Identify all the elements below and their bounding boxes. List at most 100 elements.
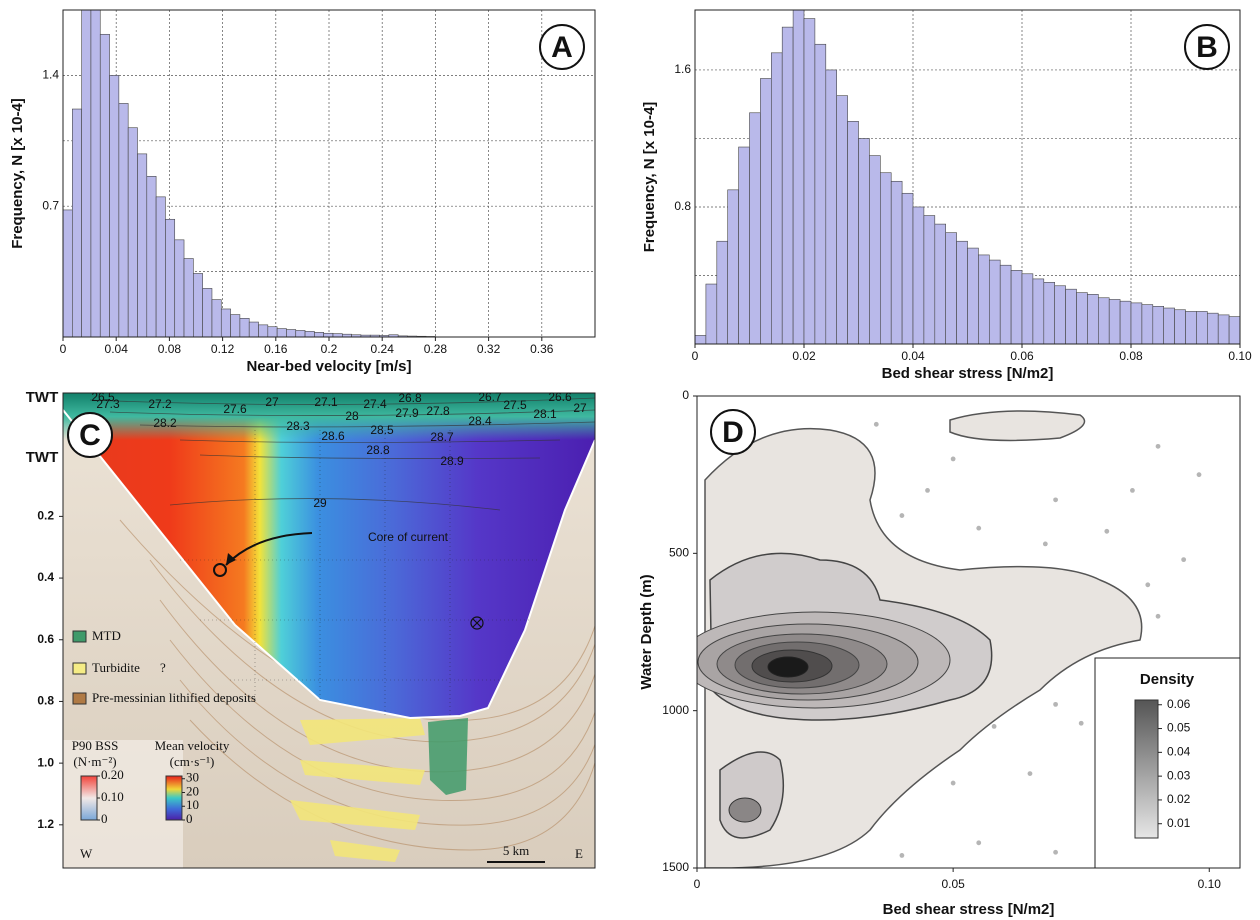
scale-bar-label: 5 km <box>503 843 529 858</box>
contour-label: 27 <box>573 401 587 415</box>
bar <box>99 33 110 338</box>
point <box>950 456 956 462</box>
panel-label: B <box>1196 31 1218 64</box>
point <box>1053 701 1058 707</box>
bar <box>988 259 1001 345</box>
section-image <box>63 393 595 868</box>
bar <box>1163 307 1175 345</box>
legend-note: ? <box>160 660 166 675</box>
point <box>899 853 905 858</box>
panel-label-circle <box>1184 24 1230 70</box>
x-tick-label: 0.10 <box>1198 877 1222 891</box>
bar <box>72 108 82 338</box>
point <box>1155 613 1161 619</box>
bar <box>978 254 990 345</box>
bar <box>1217 314 1230 345</box>
bar <box>901 192 914 345</box>
x-tick-label: 0.24 <box>371 342 395 356</box>
panel-label: A <box>551 31 573 64</box>
bar <box>890 180 903 345</box>
y-tick-label: 0.2 <box>37 509 54 523</box>
x-tick-label: 0.02 <box>792 349 816 363</box>
bar <box>869 155 881 345</box>
axis-title: TWT <box>26 389 58 406</box>
colorbar-unit: (cm·s⁻¹) <box>170 754 215 769</box>
panel-label: D <box>722 416 744 449</box>
bar <box>137 153 148 338</box>
legend-label: Turbidite <box>92 660 140 675</box>
colorbar-box <box>1094 657 1241 869</box>
y-tick-label: 1500 <box>662 860 689 874</box>
bar <box>1010 270 1023 345</box>
colorbar-tick-label: 0.06 <box>1167 697 1191 711</box>
bar <box>109 75 120 338</box>
bar <box>202 288 213 338</box>
bar <box>183 258 194 338</box>
contour-label: 27.2 <box>148 397 172 411</box>
colorbar-tick-label: 0.03 <box>1167 768 1191 782</box>
y-tick-label: 1000 <box>662 703 689 717</box>
contour-label: 27 <box>265 395 279 409</box>
x-tick-label: 0.32 <box>477 342 501 356</box>
x-axis-title: Near-bed velocity [m/s] <box>246 358 411 375</box>
contour-label: 27.4 <box>363 397 387 411</box>
bar <box>956 240 968 345</box>
bar <box>1043 282 1056 345</box>
y-tick-label: 1.2 <box>37 817 54 831</box>
colorbar <box>165 775 183 821</box>
legend-swatch <box>72 630 87 643</box>
colorbar <box>80 775 98 821</box>
bar <box>825 69 837 345</box>
point <box>1155 443 1161 449</box>
point <box>1196 472 1202 478</box>
point <box>873 421 879 427</box>
panel-frame <box>62 392 596 869</box>
point <box>950 780 956 786</box>
bar <box>1098 297 1110 345</box>
contour-label: 27.6 <box>223 402 247 416</box>
contour-label: 26.8 <box>398 391 422 405</box>
bar <box>1185 311 1197 345</box>
bar <box>749 112 761 345</box>
bar <box>239 318 250 338</box>
legend-swatch <box>72 662 87 675</box>
bar <box>1021 273 1034 345</box>
contour-label: 28.4 <box>468 414 492 428</box>
bar <box>1130 302 1143 345</box>
bar <box>174 239 185 338</box>
y-tick-label: 0.6 <box>37 632 54 646</box>
bar <box>248 321 259 338</box>
contour-label: 28.5 <box>370 423 394 437</box>
bar <box>276 328 287 338</box>
colorbar-tick-label: 10 <box>186 797 199 812</box>
colorbar-tick-label: 0.04 <box>1167 745 1191 759</box>
contour-label: 27.3 <box>96 397 120 411</box>
bar <box>999 264 1012 345</box>
bar <box>1119 300 1132 345</box>
bar <box>945 232 957 345</box>
point <box>1145 582 1151 588</box>
bar <box>314 332 324 338</box>
bar <box>716 240 728 345</box>
panel-label-circle <box>710 409 756 455</box>
bar <box>727 189 739 345</box>
bar <box>1108 299 1121 345</box>
point <box>976 840 982 846</box>
x-tick-label: 0.08 <box>1119 349 1143 363</box>
colorbar-tick-label: 0 <box>101 811 108 826</box>
contour-label: 28.8 <box>366 443 390 457</box>
contour-label: 28.6 <box>321 429 345 443</box>
panel-label-circle <box>539 24 585 70</box>
y-tick-label: 0 <box>682 388 689 402</box>
colorbar-tick-label: 0.20 <box>101 767 124 782</box>
bar <box>803 18 816 345</box>
bar <box>165 218 176 338</box>
bar <box>211 299 222 338</box>
point <box>925 488 930 493</box>
x-tick-label: 0.05 <box>941 877 965 891</box>
contour-label: 28 <box>345 409 359 423</box>
colorbar-tick-label: 0 <box>186 811 193 826</box>
bar <box>118 103 129 338</box>
y-tick-label: 1.6 <box>674 62 691 76</box>
